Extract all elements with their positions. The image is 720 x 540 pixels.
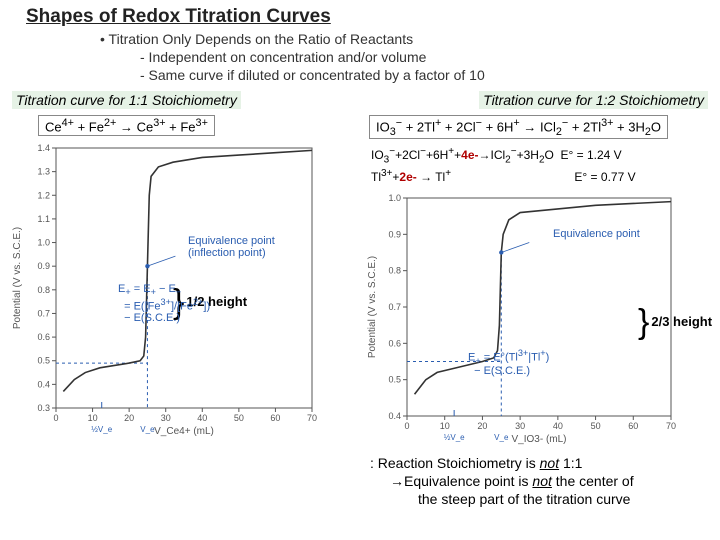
svg-text:0.7: 0.7 xyxy=(388,302,401,312)
svg-text:1.0: 1.0 xyxy=(37,237,50,247)
subtitle-right: Titration curve for 1:2 Stoichiometry xyxy=(479,91,708,109)
svg-text:Potential (V vs. S.C.E.): Potential (V vs. S.C.E.) xyxy=(367,255,378,357)
svg-text:V_e: V_e xyxy=(140,425,155,434)
svg-text:50: 50 xyxy=(234,413,244,423)
svg-text:0.4: 0.4 xyxy=(388,411,401,421)
svg-text:0.9: 0.9 xyxy=(388,229,401,239)
svg-text:40: 40 xyxy=(197,413,207,423)
svg-text:20: 20 xyxy=(477,421,487,431)
svg-text:0.6: 0.6 xyxy=(388,338,401,348)
half-reactions: IO3−+2Cl−+6H++4e-→ICl2−+3H2O E° = 1.24 V… xyxy=(371,145,713,185)
equation-left: Ce4+ + Fe2+ → Ce3+ + Fe3+ xyxy=(38,115,215,136)
bottom-line-2: →Equivalence point is not the center of xyxy=(370,472,720,490)
bullet-list: Titration Only Depends on the Ratio of R… xyxy=(0,28,720,89)
page-title: Shapes of Redox Titration Curves xyxy=(0,0,720,28)
svg-text:1.3: 1.3 xyxy=(37,167,50,177)
svg-text:1.2: 1.2 xyxy=(37,190,50,200)
svg-text:10: 10 xyxy=(440,421,450,431)
svg-text:40: 40 xyxy=(553,421,563,431)
svg-text:60: 60 xyxy=(270,413,280,423)
svg-text:70: 70 xyxy=(307,413,317,423)
svg-text:V_e: V_e xyxy=(494,433,509,442)
svg-text:1.1: 1.1 xyxy=(37,214,50,224)
svg-text:½V_e: ½V_e xyxy=(91,425,112,434)
bottom-line-3: the steep part of the titration curve xyxy=(370,490,720,508)
svg-text:0.4: 0.4 xyxy=(37,379,50,389)
svg-text:0.8: 0.8 xyxy=(388,265,401,275)
svg-text:½V_e: ½V_e xyxy=(444,433,465,442)
annot-box-left: E+ = E+ − E− = E([Fe3+]/[Fe2+]) − E(S.C.… xyxy=(118,283,210,325)
svg-text:20: 20 xyxy=(124,413,134,423)
svg-text:Potential (V vs. S.C.E.): Potential (V vs. S.C.E.) xyxy=(12,227,23,329)
svg-text:V_IO3- (mL): V_IO3- (mL) xyxy=(511,434,566,445)
annot-box-right: E+ = E°(Tl3+|Tl+) − E(S.C.E.) xyxy=(468,348,549,378)
svg-text:0.5: 0.5 xyxy=(37,356,50,366)
svg-text:70: 70 xyxy=(666,421,676,431)
bottom-line-1: : Reaction Stoichiometry is not 1:1 xyxy=(370,454,720,472)
svg-text:0: 0 xyxy=(404,421,409,431)
svg-text:10: 10 xyxy=(88,413,98,423)
subtitle-row: Titration curve for 1:1 Stoichiometry Ti… xyxy=(0,89,720,113)
two-thirds-label: }2/3 height xyxy=(638,303,712,342)
equation-right: IO3− + 2Tl+ + 2Cl− + 6H+ → ICl2− + 2Tl3+… xyxy=(369,115,668,140)
eq-point-label-right: Equivalence point xyxy=(553,228,640,240)
bullet-sub1: - Independent on concentration and/or vo… xyxy=(100,48,720,66)
panel-right: IO3− + 2Tl+ + 2Cl− + 6H+ → ICl2− + 2Tl3+… xyxy=(363,113,713,450)
panels: Ce4+ + Fe2+ → Ce3+ + Fe3+ 0.3 0.4 0.5 0.6 0.… xyxy=(0,113,720,450)
svg-text:V_Ce4+ (mL): V_Ce4+ (mL) xyxy=(154,426,214,437)
half-rxn-1: IO3−+2Cl−+6H++4e-→ICl2−+3H2O E° = 1.24 V xyxy=(371,145,713,167)
bullet-sub2: - Same curve if diluted or concentrated … xyxy=(100,66,720,84)
svg-text:0.6: 0.6 xyxy=(37,332,50,342)
half-rxn-2: Tl3++2e- → Tl+ E° = 0.77 V xyxy=(371,167,713,185)
svg-text:60: 60 xyxy=(628,421,638,431)
svg-text:0.3: 0.3 xyxy=(37,403,50,413)
svg-text:0: 0 xyxy=(53,413,58,423)
svg-text:0.5: 0.5 xyxy=(388,374,401,384)
svg-text:50: 50 xyxy=(591,421,601,431)
svg-text:1.4: 1.4 xyxy=(37,143,50,153)
bottom-note: : Reaction Stoichiometry is not 1:1 →Equ… xyxy=(0,450,720,509)
svg-text:0.9: 0.9 xyxy=(37,261,50,271)
svg-text:0.8: 0.8 xyxy=(37,285,50,295)
svg-text:1.0: 1.0 xyxy=(388,193,401,203)
subtitle-left: Titration curve for 1:1 Stoichiometry xyxy=(12,91,241,109)
bullet-main: Titration Only Depends on the Ratio of R… xyxy=(100,30,720,48)
svg-text:0.7: 0.7 xyxy=(37,308,50,318)
panel-left: Ce4+ + Fe2+ → Ce3+ + Fe3+ 0.3 0.4 0.5 0.6 0.… xyxy=(8,113,353,450)
svg-text:30: 30 xyxy=(515,421,525,431)
eq-point-label-left: Equivalence point(inflection point) xyxy=(188,235,275,259)
svg-text:30: 30 xyxy=(161,413,171,423)
